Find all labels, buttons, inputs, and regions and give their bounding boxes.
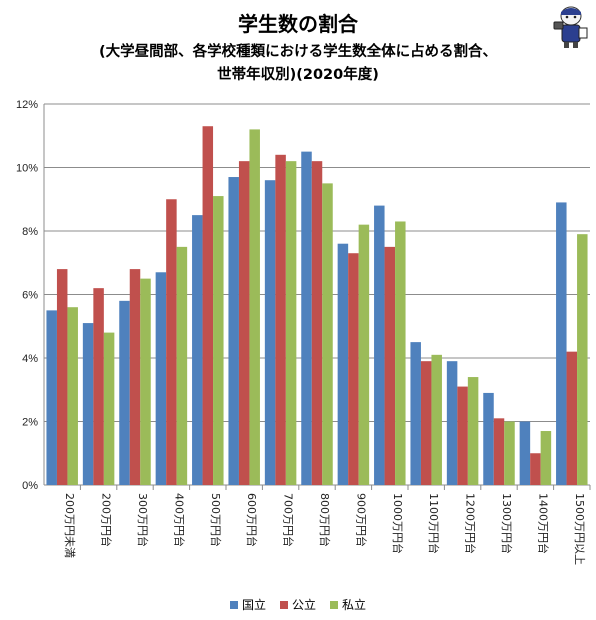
y-tick-label: 4% bbox=[22, 353, 38, 365]
bar bbox=[446, 361, 458, 485]
bar bbox=[176, 246, 188, 485]
chart-subtitle-line2: 世帯年収別)(2020年度) bbox=[217, 67, 379, 83]
chart-title: 学生数の割合 bbox=[238, 12, 358, 36]
x-tick-label: 1200万円台 bbox=[464, 493, 478, 554]
y-tick-label: 0% bbox=[22, 480, 38, 492]
legend-label: 国立 bbox=[241, 598, 266, 612]
bar bbox=[348, 253, 359, 485]
bar bbox=[566, 351, 578, 485]
bar bbox=[540, 431, 552, 485]
bar bbox=[493, 418, 505, 485]
bar bbox=[275, 154, 286, 486]
bar bbox=[285, 161, 297, 485]
bar bbox=[249, 129, 260, 485]
x-tick-label: 300万円台 bbox=[136, 493, 150, 547]
y-tick-label: 6% bbox=[22, 290, 38, 302]
x-tick-label: 200万円未満 bbox=[63, 493, 76, 558]
bar bbox=[166, 199, 177, 485]
bar bbox=[46, 310, 57, 485]
chart-legend: 国立 公立 私立 bbox=[0, 596, 596, 613]
x-tick-label: 800万円台 bbox=[318, 493, 332, 547]
bar bbox=[56, 269, 68, 485]
y-tick-label: 12% bbox=[16, 99, 38, 111]
bar bbox=[467, 377, 479, 485]
x-tick-label: 700万円台 bbox=[282, 493, 296, 547]
bar bbox=[82, 323, 94, 485]
bar bbox=[228, 177, 239, 485]
bar bbox=[420, 361, 432, 485]
bar bbox=[530, 453, 541, 485]
reporter-mascot-icon bbox=[553, 6, 588, 48]
bar bbox=[311, 161, 323, 485]
x-tick-label: 1400万円台 bbox=[536, 493, 550, 554]
x-tick-label: 600万円台 bbox=[245, 493, 259, 547]
legend-item: 公立 bbox=[279, 596, 316, 613]
bar bbox=[577, 234, 588, 485]
bar bbox=[337, 243, 349, 485]
x-tick-label: 1000万円台 bbox=[391, 493, 405, 554]
bar bbox=[213, 196, 224, 485]
legend-swatch bbox=[330, 600, 338, 609]
bar bbox=[301, 151, 312, 485]
bar bbox=[322, 183, 333, 485]
y-tick-label: 2% bbox=[22, 417, 38, 429]
x-tick-label: 1100万円台 bbox=[427, 493, 441, 554]
legend-swatch bbox=[279, 600, 288, 609]
y-tick-label: 8% bbox=[22, 226, 38, 238]
bar bbox=[519, 421, 531, 485]
bar bbox=[384, 246, 396, 485]
x-tick-label: 400万円台 bbox=[172, 493, 186, 547]
bar bbox=[93, 288, 104, 485]
bar bbox=[264, 180, 276, 485]
bar bbox=[103, 332, 115, 485]
bar bbox=[358, 224, 370, 485]
y-tick-label: 10% bbox=[16, 163, 38, 175]
x-tick-label: 900万円台 bbox=[354, 493, 368, 547]
legend-item: 私立 bbox=[330, 596, 366, 613]
legend-item: 国立 bbox=[229, 596, 266, 613]
x-tick-label: 500万円台 bbox=[209, 493, 223, 547]
bar bbox=[202, 126, 214, 485]
x-tick-label: 1500万円以上 bbox=[573, 493, 586, 565]
bar bbox=[140, 278, 151, 485]
legend-label: 公立 bbox=[291, 598, 316, 612]
bar bbox=[192, 215, 203, 485]
bar bbox=[431, 354, 442, 485]
chart-subtitle-line1: (大学昼間部、各学校種類における学生数全体に占める割合、 bbox=[98, 44, 498, 60]
bar bbox=[119, 300, 130, 485]
bar bbox=[238, 161, 250, 485]
bar bbox=[155, 272, 167, 485]
x-tick-label: 1300万円台 bbox=[500, 493, 514, 554]
x-tick-label: 200万円台 bbox=[100, 493, 114, 547]
bar bbox=[67, 307, 78, 485]
bar bbox=[483, 392, 494, 485]
legend-label: 私立 bbox=[342, 598, 367, 612]
bar bbox=[129, 269, 141, 485]
bar bbox=[556, 202, 567, 486]
bar bbox=[457, 386, 468, 485]
legend-swatch bbox=[229, 600, 238, 609]
bar bbox=[410, 342, 421, 485]
bar bbox=[374, 205, 385, 485]
bar bbox=[504, 421, 515, 485]
bar bbox=[395, 221, 406, 485]
